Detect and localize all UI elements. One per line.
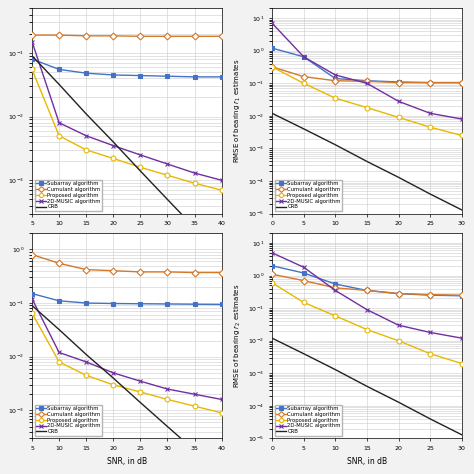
- Legend: Subarray algorithm, Cumulant algorithm, Proposed algorithm, 2D-MUSIC algorithm, : Subarray algorithm, Cumulant algorithm, …: [35, 404, 102, 436]
- Legend: Subarray algorithm, Cumulant algorithm, Proposed algorithm, 2D-MUSIC algorithm, : Subarray algorithm, Cumulant algorithm, …: [275, 404, 343, 436]
- X-axis label: SNR, in dB: SNR, in dB: [347, 456, 387, 465]
- Legend: Subarray algorithm, Cumulant algorithm, Proposed algorithm, 2D-MUSIC algorithm, : Subarray algorithm, Cumulant algorithm, …: [35, 180, 102, 211]
- X-axis label: SNR, in dB: SNR, in dB: [107, 456, 147, 465]
- Legend: Subarray algorithm, Cumulant algorithm, Proposed algorithm, 2D-MUSIC algorithm, : Subarray algorithm, Cumulant algorithm, …: [275, 180, 343, 211]
- Y-axis label: RMSE of bearing $r_2$ estimates: RMSE of bearing $r_2$ estimates: [233, 283, 243, 388]
- Y-axis label: RMSE of bearing $r_1$ estimates: RMSE of bearing $r_1$ estimates: [233, 59, 243, 163]
